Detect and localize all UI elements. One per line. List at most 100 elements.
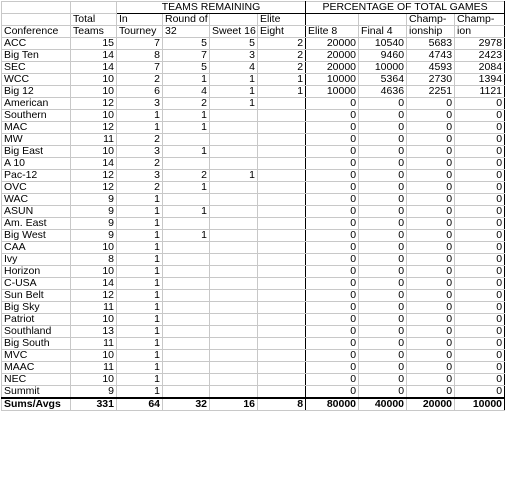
conference-cell[interactable]: American [1, 97, 71, 110]
value-cell[interactable]: 1 [256, 73, 307, 86]
value-cell[interactable]: 2084 [454, 61, 505, 74]
value-cell[interactable]: 10 [70, 349, 117, 362]
value-cell[interactable]: 1 [116, 289, 163, 302]
value-cell[interactable]: 0 [358, 313, 408, 326]
value-cell[interactable]: 0 [454, 253, 505, 266]
value-cell[interactable] [209, 385, 258, 399]
header-cell[interactable]: Round of [162, 13, 210, 26]
value-cell[interactable]: 9 [70, 385, 117, 399]
value-cell[interactable]: 0 [454, 205, 505, 218]
value-cell[interactable] [209, 265, 258, 278]
value-cell[interactable]: 12 [70, 97, 117, 110]
conference-cell[interactable]: Pac-12 [1, 169, 71, 182]
value-cell[interactable]: 1 [116, 109, 163, 122]
value-cell[interactable] [209, 121, 258, 134]
value-cell[interactable]: 1 [116, 229, 163, 242]
value-cell[interactable]: 1 [116, 361, 163, 374]
value-cell[interactable]: 9460 [358, 49, 408, 62]
header-cell[interactable]: Elite 8 [305, 25, 360, 38]
value-cell[interactable]: 0 [454, 157, 505, 170]
value-cell[interactable]: 1 [116, 313, 163, 326]
value-cell[interactable]: 2 [116, 133, 163, 146]
value-cell[interactable] [209, 109, 258, 122]
group-header-percentage[interactable]: PERCENTAGE OF TOTAL GAMES [305, 1, 505, 14]
value-cell[interactable]: 1 [209, 97, 258, 110]
header-cell[interactable] [1, 13, 71, 26]
conference-cell[interactable]: WCC [1, 73, 71, 86]
header-cell[interactable]: In [116, 13, 163, 26]
value-cell[interactable]: 7 [116, 37, 163, 50]
value-cell[interactable]: 8 [256, 397, 307, 411]
value-cell[interactable]: 0 [406, 373, 456, 386]
value-cell[interactable]: 1 [162, 205, 210, 218]
value-cell[interactable]: 1 [256, 85, 307, 98]
value-cell[interactable]: 2 [256, 61, 307, 74]
value-cell[interactable] [256, 349, 307, 362]
value-cell[interactable] [209, 217, 258, 230]
value-cell[interactable]: 0 [406, 133, 456, 146]
value-cell[interactable] [209, 337, 258, 350]
value-cell[interactable]: 0 [454, 277, 505, 290]
value-cell[interactable]: 4636 [358, 85, 408, 98]
header-cell[interactable] [305, 13, 360, 26]
value-cell[interactable] [209, 277, 258, 290]
conference-cell[interactable]: WAC [1, 193, 71, 206]
value-cell[interactable]: 0 [358, 181, 408, 194]
value-cell[interactable] [209, 157, 258, 170]
value-cell[interactable]: 0 [305, 361, 360, 374]
conference-cell[interactable]: Big 12 [1, 85, 71, 98]
value-cell[interactable]: 0 [358, 277, 408, 290]
value-cell[interactable] [162, 253, 210, 266]
conference-cell[interactable]: Big Ten [1, 49, 71, 62]
conference-cell[interactable]: Sun Belt [1, 289, 71, 302]
value-cell[interactable]: 4743 [406, 49, 456, 62]
conference-cell[interactable]: Big South [1, 337, 71, 350]
value-cell[interactable]: 0 [454, 181, 505, 194]
value-cell[interactable]: 11 [70, 133, 117, 146]
value-cell[interactable]: 1 [162, 121, 210, 134]
value-cell[interactable]: 10 [70, 241, 117, 254]
value-cell[interactable]: 1 [116, 205, 163, 218]
value-cell[interactable]: 13 [70, 325, 117, 338]
value-cell[interactable] [162, 337, 210, 350]
value-cell[interactable]: 1 [162, 229, 210, 242]
value-cell[interactable] [256, 265, 307, 278]
value-cell[interactable]: 32 [162, 397, 210, 411]
value-cell[interactable]: 0 [305, 145, 360, 158]
value-cell[interactable] [256, 361, 307, 374]
value-cell[interactable]: 0 [305, 253, 360, 266]
conference-cell[interactable]: MVC [1, 349, 71, 362]
value-cell[interactable]: 10000 [305, 85, 360, 98]
conference-cell[interactable]: CAA [1, 241, 71, 254]
value-cell[interactable] [256, 337, 307, 350]
value-cell[interactable]: 0 [358, 301, 408, 314]
value-cell[interactable]: 4 [209, 61, 258, 74]
value-cell[interactable]: 20000 [305, 49, 360, 62]
value-cell[interactable]: 2 [162, 97, 210, 110]
value-cell[interactable]: 2 [256, 37, 307, 50]
value-cell[interactable] [162, 313, 210, 326]
value-cell[interactable]: 9 [70, 217, 117, 230]
value-cell[interactable]: 1 [162, 73, 210, 86]
value-cell[interactable]: 0 [406, 181, 456, 194]
value-cell[interactable]: 11 [70, 337, 117, 350]
value-cell[interactable]: 0 [406, 229, 456, 242]
value-cell[interactable]: 0 [454, 133, 505, 146]
value-cell[interactable]: 12 [70, 169, 117, 182]
value-cell[interactable]: 0 [305, 313, 360, 326]
value-cell[interactable]: 14 [70, 157, 117, 170]
value-cell[interactable]: 0 [358, 205, 408, 218]
value-cell[interactable]: 0 [406, 169, 456, 182]
value-cell[interactable]: 0 [406, 385, 456, 399]
value-cell[interactable]: 2730 [406, 73, 456, 86]
value-cell[interactable]: 0 [305, 157, 360, 170]
value-cell[interactable]: 0 [305, 121, 360, 134]
conference-cell[interactable]: Horizon [1, 265, 71, 278]
value-cell[interactable] [162, 385, 210, 399]
value-cell[interactable]: 1 [209, 169, 258, 182]
value-cell[interactable]: 2 [162, 169, 210, 182]
value-cell[interactable] [209, 349, 258, 362]
conference-cell[interactable]: MW [1, 133, 71, 146]
value-cell[interactable]: 0 [406, 145, 456, 158]
header-cell[interactable]: ion [454, 25, 505, 38]
